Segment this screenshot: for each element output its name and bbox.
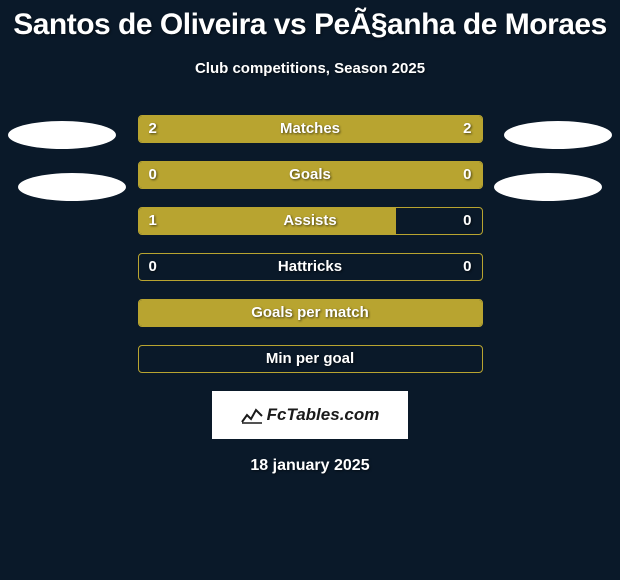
- footer-date: 18 january 2025: [0, 457, 620, 475]
- branding-text: FcTables.com: [267, 405, 380, 425]
- stats-area: 22Matches 00Goals 10Assists 00Hattricks Goal…: [0, 115, 620, 373]
- stat-row: 00Hattricks: [138, 253, 483, 281]
- stat-row: 00Goals: [138, 161, 483, 189]
- player-right-avatar-bottom: [494, 173, 602, 201]
- stat-label: Goals per match: [139, 300, 482, 326]
- branding-icon: [241, 406, 263, 424]
- branding-badge: FcTables.com: [212, 391, 408, 439]
- player-left-avatar-bottom: [18, 173, 126, 201]
- player-right-avatar-top: [504, 121, 612, 149]
- stat-label: Goals: [139, 162, 482, 188]
- stat-row: Goals per match: [138, 299, 483, 327]
- stat-row: 22Matches: [138, 115, 483, 143]
- page-title: Santos de Oliveira vs PeÃ§anha de Moraes: [0, 0, 620, 42]
- stat-row: 10Assists: [138, 207, 483, 235]
- player-left-avatar-top: [8, 121, 116, 149]
- page-subtitle: Club competitions, Season 2025: [0, 60, 620, 77]
- stat-label: Matches: [139, 116, 482, 142]
- stat-label: Min per goal: [139, 346, 482, 372]
- stat-label: Hattricks: [139, 254, 482, 280]
- stat-row: Min per goal: [138, 345, 483, 373]
- bars-container: 22Matches 00Goals 10Assists 00Hattricks Goal…: [0, 115, 620, 373]
- stat-label: Assists: [139, 208, 482, 234]
